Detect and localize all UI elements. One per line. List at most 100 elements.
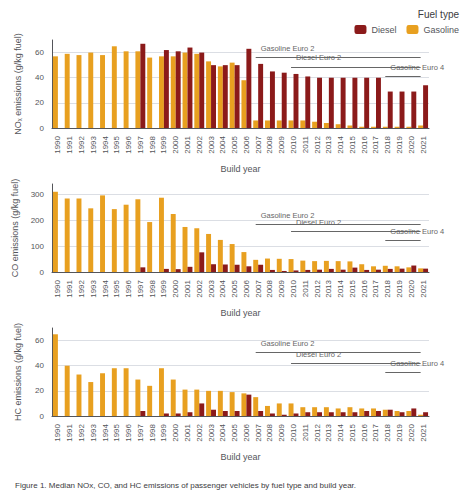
svg-text:2000: 2000 xyxy=(171,423,180,441)
svg-text:0: 0 xyxy=(40,268,45,277)
svg-text:2008: 2008 xyxy=(265,135,274,153)
svg-text:2000: 2000 xyxy=(171,135,180,153)
svg-text:1994: 1994 xyxy=(101,135,110,153)
svg-text:1994: 1994 xyxy=(101,423,110,441)
svg-text:1993: 1993 xyxy=(89,423,98,441)
svg-text:NOₓ emissions (g/kg fuel): NOₓ emissions (g/kg fuel) xyxy=(13,33,23,134)
svg-text:1993: 1993 xyxy=(89,279,98,297)
svg-text:60: 60 xyxy=(35,336,44,345)
svg-text:Figure 1. Median NOx, CO, and: Figure 1. Median NOx, CO, and HC emissio… xyxy=(15,481,356,490)
svg-text:Gasoline Euro 4: Gasoline Euro 4 xyxy=(390,359,444,368)
svg-text:300: 300 xyxy=(31,190,45,199)
svg-text:2018: 2018 xyxy=(383,135,392,153)
svg-text:Diesel: Diesel xyxy=(371,25,396,35)
svg-text:1997: 1997 xyxy=(136,423,145,441)
svg-text:2013: 2013 xyxy=(324,135,333,153)
svg-text:60: 60 xyxy=(35,48,44,57)
svg-text:2001: 2001 xyxy=(183,135,192,153)
svg-text:2002: 2002 xyxy=(195,423,204,441)
svg-text:1992: 1992 xyxy=(77,135,86,153)
svg-text:Diesel Euro 2: Diesel Euro 2 xyxy=(296,218,341,227)
svg-text:2015: 2015 xyxy=(348,135,357,153)
svg-text:1999: 1999 xyxy=(159,423,168,441)
svg-text:2017: 2017 xyxy=(371,279,380,297)
svg-text:2008: 2008 xyxy=(265,423,274,441)
svg-text:2016: 2016 xyxy=(360,279,369,297)
svg-text:2021: 2021 xyxy=(419,279,428,297)
svg-text:2018: 2018 xyxy=(383,423,392,441)
svg-text:1998: 1998 xyxy=(148,135,157,153)
svg-text:2009: 2009 xyxy=(277,279,286,297)
svg-text:40: 40 xyxy=(35,361,44,370)
svg-text:2011: 2011 xyxy=(301,423,310,441)
svg-text:1995: 1995 xyxy=(112,423,121,441)
svg-text:2004: 2004 xyxy=(218,423,227,441)
svg-text:20: 20 xyxy=(35,386,44,395)
svg-text:2009: 2009 xyxy=(277,423,286,441)
svg-text:100: 100 xyxy=(31,242,45,251)
svg-text:2007: 2007 xyxy=(254,423,263,441)
svg-text:2003: 2003 xyxy=(207,423,216,441)
svg-text:1996: 1996 xyxy=(124,135,133,153)
svg-text:2015: 2015 xyxy=(348,423,357,441)
svg-text:Diesel Euro 2: Diesel Euro 2 xyxy=(296,53,341,62)
svg-text:2020: 2020 xyxy=(407,279,416,297)
svg-text:0: 0 xyxy=(40,124,45,133)
svg-text:Gasoline Euro 2: Gasoline Euro 2 xyxy=(261,339,315,348)
svg-text:2010: 2010 xyxy=(289,135,298,153)
svg-text:2013: 2013 xyxy=(324,279,333,297)
svg-text:1995: 1995 xyxy=(112,135,121,153)
svg-text:1995: 1995 xyxy=(112,279,121,297)
svg-text:2005: 2005 xyxy=(230,135,239,153)
svg-text:1990: 1990 xyxy=(53,423,62,441)
svg-text:1994: 1994 xyxy=(101,279,110,297)
svg-text:200: 200 xyxy=(31,216,45,225)
svg-text:2020: 2020 xyxy=(407,423,416,441)
svg-text:2003: 2003 xyxy=(207,279,216,297)
svg-text:Gasoline: Gasoline xyxy=(423,25,459,35)
svg-text:1991: 1991 xyxy=(65,135,74,153)
svg-text:2012: 2012 xyxy=(313,279,322,297)
svg-text:2017: 2017 xyxy=(371,135,380,153)
svg-text:1992: 1992 xyxy=(77,279,86,297)
svg-text:2010: 2010 xyxy=(289,423,298,441)
svg-text:1999: 1999 xyxy=(159,135,168,153)
svg-text:Gasoline Euro 4: Gasoline Euro 4 xyxy=(390,63,444,72)
svg-text:0: 0 xyxy=(40,412,45,421)
svg-text:1996: 1996 xyxy=(124,423,133,441)
svg-text:2005: 2005 xyxy=(230,279,239,297)
svg-text:1998: 1998 xyxy=(148,423,157,441)
svg-text:HC emissions (g/kg fuel): HC emissions (g/kg fuel) xyxy=(13,323,23,421)
svg-text:2016: 2016 xyxy=(360,423,369,441)
svg-text:Fuel type: Fuel type xyxy=(418,9,460,20)
svg-text:1990: 1990 xyxy=(53,135,62,153)
svg-text:2011: 2011 xyxy=(301,279,310,297)
svg-text:Gasoline Euro 4: Gasoline Euro 4 xyxy=(390,227,444,236)
svg-text:2012: 2012 xyxy=(313,135,322,153)
svg-text:2006: 2006 xyxy=(242,423,251,441)
svg-text:20: 20 xyxy=(35,98,44,107)
svg-text:2001: 2001 xyxy=(183,279,192,297)
svg-text:2019: 2019 xyxy=(395,423,404,441)
svg-text:2002: 2002 xyxy=(195,135,204,153)
svg-text:2019: 2019 xyxy=(395,135,404,153)
svg-text:2000: 2000 xyxy=(171,279,180,297)
svg-text:1991: 1991 xyxy=(65,279,74,297)
svg-text:2002: 2002 xyxy=(195,279,204,297)
svg-text:2004: 2004 xyxy=(218,135,227,153)
svg-text:1998: 1998 xyxy=(148,279,157,297)
svg-text:Gasoline Euro 2: Gasoline Euro 2 xyxy=(261,44,315,53)
svg-text:2016: 2016 xyxy=(360,135,369,153)
svg-text:2013: 2013 xyxy=(324,423,333,441)
svg-text:1999: 1999 xyxy=(159,279,168,297)
svg-text:2014: 2014 xyxy=(336,279,345,297)
svg-text:2005: 2005 xyxy=(230,423,239,441)
svg-text:1996: 1996 xyxy=(124,279,133,297)
svg-text:CO emissions (g/kg fuel): CO emissions (g/kg fuel) xyxy=(10,179,20,278)
svg-text:40: 40 xyxy=(35,73,44,82)
svg-text:2007: 2007 xyxy=(254,135,263,153)
svg-text:1992: 1992 xyxy=(77,423,86,441)
svg-text:1990: 1990 xyxy=(53,279,62,297)
svg-text:Build year: Build year xyxy=(220,452,260,462)
svg-text:1993: 1993 xyxy=(89,135,98,153)
